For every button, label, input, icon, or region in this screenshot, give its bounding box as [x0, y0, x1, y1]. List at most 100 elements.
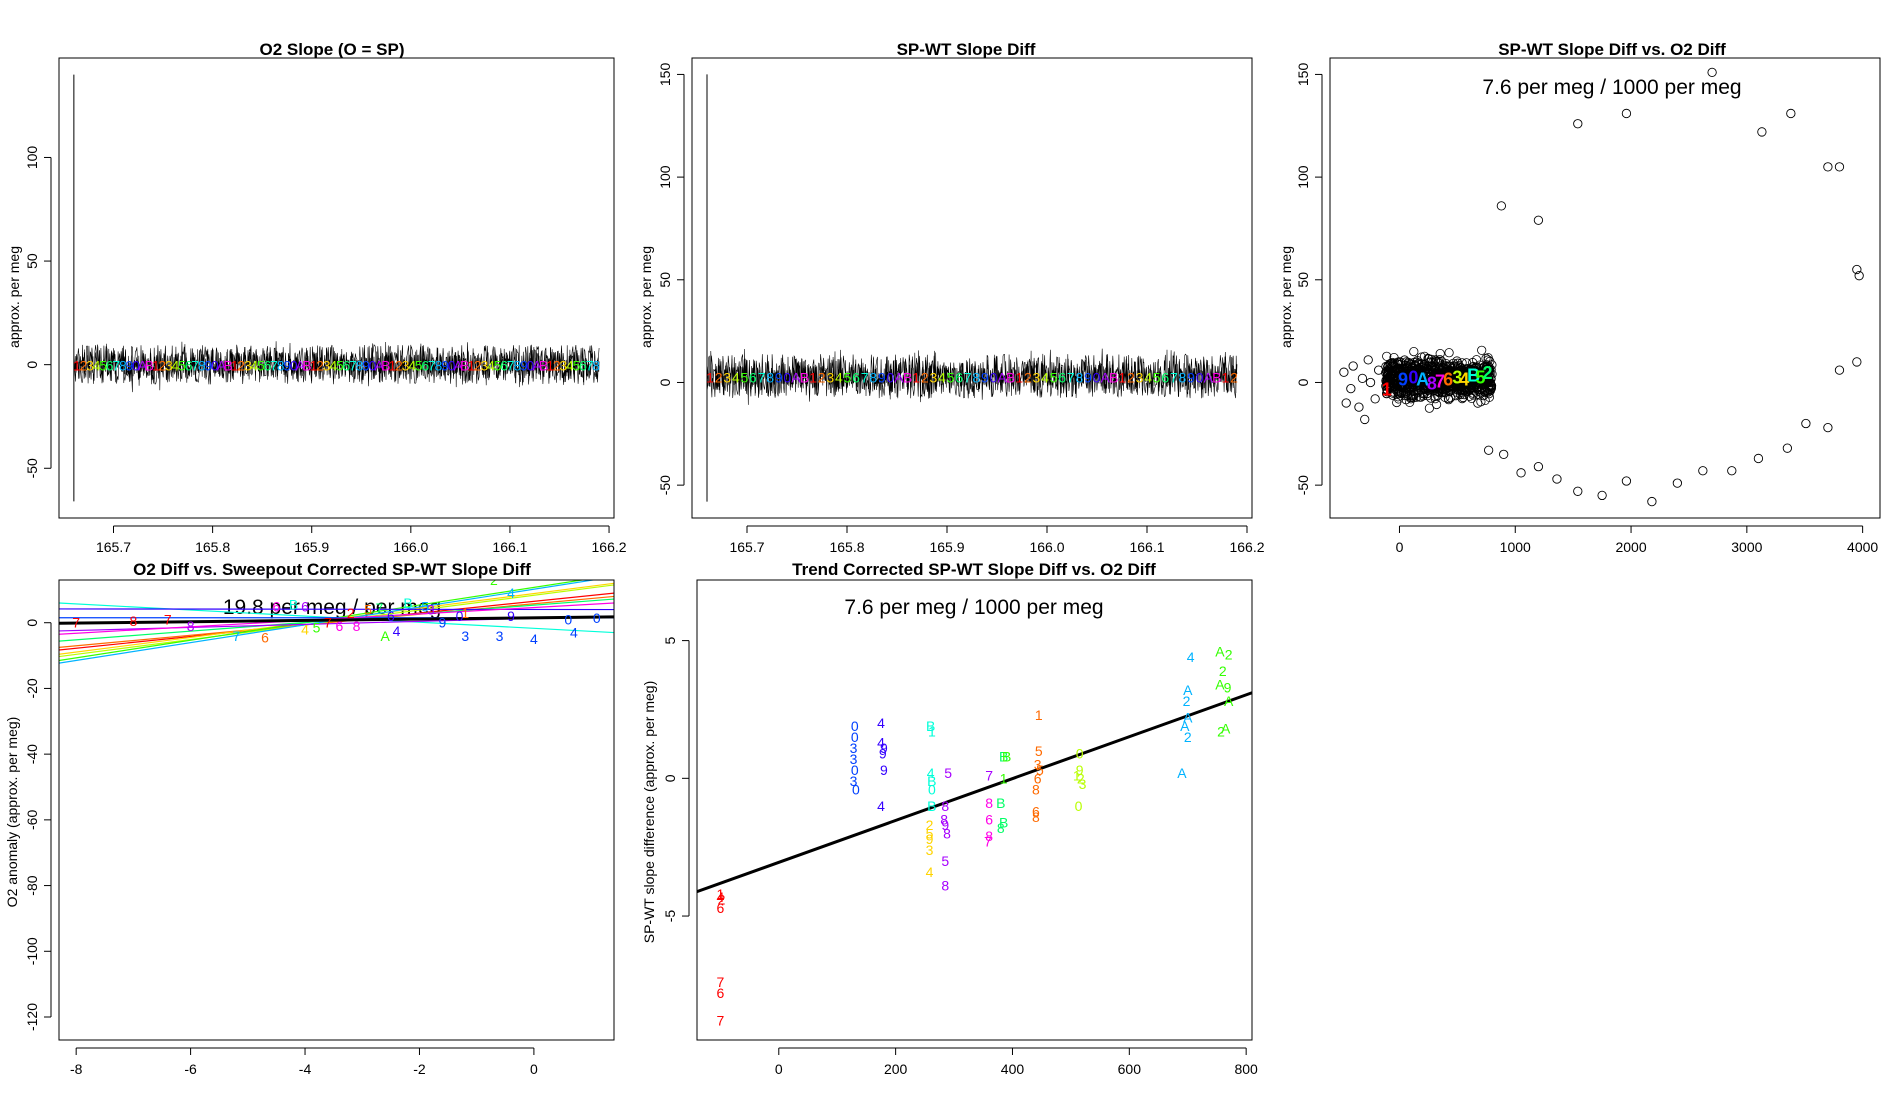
- p1-series-label: 3: [86, 358, 94, 374]
- panel-5-annotation: 7.6 per meg / 1000 per meg: [844, 596, 1103, 619]
- p5-x-tick-label: 400: [1001, 1061, 1025, 1077]
- p5-point-label: 0: [1076, 746, 1084, 762]
- p2-series-label: 7: [1067, 369, 1075, 385]
- p5-point-label: 5: [1035, 743, 1043, 759]
- p1-series-label: 5: [494, 358, 502, 374]
- p5-point-label: 6: [716, 985, 724, 1001]
- p3-point: [1483, 445, 1494, 455]
- p5-point-label: 1: [716, 886, 724, 902]
- p3-point: [1854, 271, 1864, 281]
- p2-series-label: A: [791, 369, 801, 385]
- p5-point-label: 8: [985, 795, 993, 811]
- p5-point-label: 6: [985, 812, 993, 828]
- p1-y-tick-label: -50: [24, 458, 40, 478]
- p2-x-tick-label: 165.8: [829, 539, 864, 555]
- p3-point: [1469, 369, 1479, 379]
- p3-point: [1441, 377, 1451, 387]
- p1-series-label: 3: [323, 358, 331, 374]
- p3-point: [1373, 365, 1384, 375]
- p5-point-label: B: [926, 718, 935, 734]
- p3-y-tick-label: 100: [1295, 165, 1311, 189]
- p5-point-label: 0: [851, 718, 859, 734]
- p4-point-label: 1: [461, 605, 469, 621]
- p3-point: [1381, 361, 1391, 372]
- p5-point-label: 4: [716, 889, 724, 905]
- p2-x-tick-label: 166.2: [1229, 539, 1264, 555]
- p5-fit-line: [696, 691, 1253, 894]
- p3-point: [1533, 215, 1544, 225]
- p1-series-label: 8: [277, 358, 285, 374]
- p3-point: [1698, 466, 1708, 476]
- p3-point-label: 9: [1398, 369, 1408, 389]
- p2-series-label: 9: [1187, 369, 1195, 385]
- p5-point-label: B: [927, 773, 936, 789]
- p3-x-tick-label: 0: [1396, 539, 1404, 555]
- p4-y-tick-label: -60: [24, 810, 40, 830]
- p3-point: [1473, 383, 1483, 393]
- p4-point-label: 3: [461, 628, 469, 644]
- p1-series-label: A: [217, 358, 227, 374]
- p1-y-tick-label: 0: [24, 361, 40, 369]
- p4-y-tick-label: -100: [24, 937, 40, 965]
- p3-point: [1390, 358, 1400, 368]
- p5-point-label: 5: [944, 765, 952, 781]
- p3-point: [1477, 345, 1487, 355]
- p5-point-label: 8: [943, 825, 951, 841]
- p3-point: [1516, 468, 1526, 478]
- p3-point: [1453, 368, 1463, 379]
- panel-o2-slope: O2 Slope (O = SP) approx. per meg 165.7 1…: [6, 40, 627, 555]
- p2-series-label: B: [1109, 369, 1118, 385]
- p3-point: [1782, 443, 1793, 453]
- p3-point: [1727, 466, 1737, 476]
- p5-point-label: 2: [1077, 770, 1085, 786]
- p2-series-label: 2: [1024, 369, 1032, 385]
- p2-series-label: A: [997, 369, 1007, 385]
- p3-point: [1382, 388, 1392, 398]
- p1-series-label: 7: [191, 358, 199, 374]
- panel-4-plot-area: -8 -6 -4 -2 0-120-100-80-60-40-200 7 8 7 87 66 B 64…: [24, 580, 614, 1077]
- p5-point-label: 4: [926, 864, 934, 880]
- p2-y-tick-label: 100: [657, 165, 673, 189]
- p3-point: [1455, 365, 1465, 375]
- p2-series-line: [706, 348, 1238, 405]
- p3-point: [1852, 357, 1862, 367]
- p3-point: [1392, 378, 1402, 388]
- p3-point: [1823, 162, 1833, 172]
- p1-series-label: B: [223, 358, 232, 374]
- p1-series-label: A: [296, 358, 306, 374]
- p2-series-label: 3: [723, 369, 731, 385]
- p4-point-label: 3: [427, 602, 435, 618]
- panel-3-frame: [1329, 57, 1881, 519]
- p1-series-label: 6: [264, 358, 272, 374]
- panel-1-frame: [58, 57, 615, 519]
- p4-point-label: 7: [72, 615, 80, 631]
- p1-series-label: A: [532, 358, 542, 374]
- p1-series-label: 5: [178, 358, 186, 374]
- p1-series-label: 9: [126, 358, 134, 374]
- p2-series-label: 2: [1127, 369, 1135, 385]
- p3-y-tick-label: 50: [1295, 272, 1311, 288]
- p4-point-label: 4: [301, 621, 309, 637]
- p3-point: [1440, 392, 1450, 402]
- p2-series-label: 7: [861, 369, 869, 385]
- panel-spwt-slope-diff: SP-WT Slope Diff approx. per meg 165.7 16…: [638, 40, 1265, 555]
- p5-point-label: 8: [1032, 809, 1040, 825]
- p1-series-label: 1: [152, 358, 160, 374]
- p3-point: [1428, 367, 1438, 377]
- p4-point-label: 7: [376, 600, 384, 616]
- p3-point: [1341, 398, 1351, 408]
- p4-y-tick-label: -120: [24, 1003, 40, 1031]
- p1-series-label: 0: [132, 358, 140, 374]
- p3-point: [1382, 351, 1392, 361]
- p5-point-label: 8: [941, 798, 949, 814]
- p5-x-tick-label: 600: [1118, 1061, 1142, 1077]
- panel-4-frame: [58, 579, 615, 1041]
- p2-series-label: 0: [783, 369, 791, 385]
- p3-point: [1437, 356, 1447, 366]
- p3-point: [1707, 67, 1717, 78]
- p3-point: [1406, 391, 1416, 401]
- p5-point-label: 8: [985, 828, 993, 844]
- p1-series-label: 3: [559, 358, 567, 374]
- p3-point: [1445, 376, 1455, 386]
